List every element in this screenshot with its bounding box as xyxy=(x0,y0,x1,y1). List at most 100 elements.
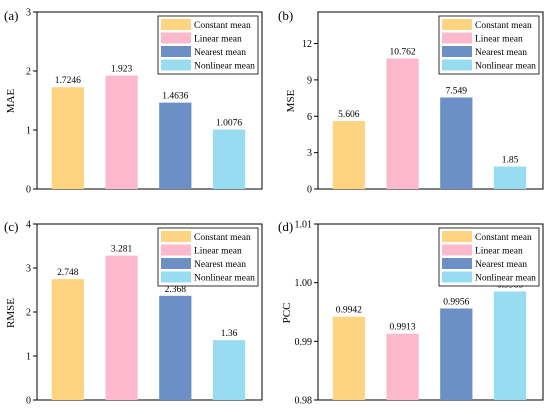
panel-b-legend-label-constant-mean: Constant mean xyxy=(475,21,532,31)
panel-b-ylabel: MSE xyxy=(285,89,297,112)
panel-b-legend-label-nonlinear-mean: Nonlinear mean xyxy=(475,62,536,72)
panel-c-legend-swatch-nonlinear-mean xyxy=(161,271,191,283)
panel-d-ytick-label: 0.98 xyxy=(295,396,313,407)
panel-a-legend-label-constant-mean: Constant mean xyxy=(194,21,251,31)
panel-b-ytick-label: 6 xyxy=(307,112,312,123)
panel-a-data-label-constant-mean: 1.7246 xyxy=(55,76,81,86)
panel-c-data-label-nearest-mean: 2.368 xyxy=(165,285,187,295)
panel-a-ytick-label: 2 xyxy=(26,67,31,78)
panel-d-legend-label-linear-mean: Linear mean xyxy=(475,247,523,257)
panel-c-data-label-constant-mean: 2.748 xyxy=(57,268,79,278)
panel-a-legend-label-nearest-mean: Nearest mean xyxy=(194,48,246,58)
panel-c-bar-constant-mean xyxy=(51,279,84,400)
panel-d-ytick-label: 0.99 xyxy=(295,337,313,348)
panel-a-legend-label-linear-mean: Linear mean xyxy=(194,35,242,45)
panel-a-ytick-label: 1 xyxy=(26,126,31,137)
panel-a-plot-frame xyxy=(36,11,263,190)
panel-a-ylabel: MAE xyxy=(5,89,17,114)
panel-b-legend-label-linear-mean: Linear mean xyxy=(475,35,523,45)
panel-d-bar-constant-mean xyxy=(332,316,365,400)
panel-b: (b) MSE 0 3 6 9 12 5.606 10.762 7.549 1.85 Consta… xyxy=(278,8,544,196)
panel-d-legend-swatch-constant-mean xyxy=(442,231,472,242)
panel-d-data-label-constant-mean: 0.9942 xyxy=(336,306,362,316)
panel-d-legend-swatch-nonlinear-mean xyxy=(442,271,472,283)
panel-c-bar-nearest-mean xyxy=(159,295,192,400)
panel-b-letter: (b) xyxy=(278,8,293,23)
panel-c-legend-label-nonlinear-mean: Nonlinear mean xyxy=(194,274,255,284)
panel-a-legend-swatch-constant-mean xyxy=(161,19,191,30)
panel-d-plot-frame xyxy=(317,223,544,401)
panel-d-legend-swatch-linear-mean xyxy=(442,244,472,256)
panel-d-legend-label-constant-mean: Constant mean xyxy=(475,233,532,243)
panel-a-bar-nearest-mean xyxy=(159,102,192,189)
panel-b-ytick-label: 0 xyxy=(307,185,312,196)
panel-a-data-label-nearest-mean: 1.4636 xyxy=(162,92,188,102)
panel-c-letter: (c) xyxy=(4,219,18,234)
panel-a-legend-label-nonlinear-mean: Nonlinear mean xyxy=(194,62,255,72)
panel-b-legend-swatch-linear-mean xyxy=(442,32,472,44)
panel-a-bar-linear-mean xyxy=(105,75,138,189)
panel-b-data-label-nonlinear-mean: 1.85 xyxy=(502,156,519,166)
panel-c-legend-label-linear-mean: Linear mean xyxy=(194,247,242,257)
panel-a-data-label-linear-mean: 1.923 xyxy=(111,65,133,75)
panel-c-data-label-nonlinear-mean: 1.36 xyxy=(221,329,238,339)
panel-d-legend-swatch-nearest-mean xyxy=(442,258,472,269)
panel-b-ytick-label: 9 xyxy=(307,75,312,86)
panel-c-ytick-label: 2 xyxy=(26,308,31,319)
panel-d-data-label-linear-mean: 0.9913 xyxy=(390,323,416,333)
panel-b-legend-swatch-nearest-mean xyxy=(442,46,472,57)
panel-a-ytick-label: 0 xyxy=(26,185,31,196)
panel-c-ytick-label: 1 xyxy=(26,352,31,363)
panel-b-bar-linear-mean xyxy=(386,58,419,190)
panel-d-ylabel: PCC xyxy=(281,303,293,324)
panel-d-bar-nearest-mean xyxy=(440,308,473,400)
panel-a-data-label-nonlinear-mean: 1.0076 xyxy=(216,119,242,129)
panel-d-legend-label-nonlinear-mean: Nonlinear mean xyxy=(475,274,536,284)
panel-a-axes: 0 1 2 3 1.7246 1.923 1.4636 1.0076 Constant mean… xyxy=(26,8,263,196)
panel-b-legend-swatch-constant-mean xyxy=(442,19,472,30)
panel-c-ytick-label: 4 xyxy=(26,220,31,231)
panel-c-bar-linear-mean xyxy=(105,255,138,400)
panel-b-data-label-constant-mean: 5.606 xyxy=(338,110,360,120)
panel-b-bar-constant-mean xyxy=(332,121,365,189)
panel-b-data-label-nearest-mean: 7.549 xyxy=(446,86,468,96)
panel-b-legend-swatch-nonlinear-mean xyxy=(442,59,472,71)
panel-d-data-label-nearest-mean: 0.9956 xyxy=(443,297,469,307)
panel-b-ytick-label: 3 xyxy=(307,148,312,159)
panel-c-legend-swatch-linear-mean xyxy=(161,244,191,256)
panel-b-legend-label-nearest-mean: Nearest mean xyxy=(475,48,527,58)
panel-a-bar-constant-mean xyxy=(51,87,84,189)
panel-a-letter: (a) xyxy=(4,8,18,23)
panel-a-legend-swatch-linear-mean xyxy=(161,32,191,44)
panel-b-axes: 0 3 6 9 12 5.606 10.762 7.549 1.85 Constant mean L… xyxy=(302,11,544,196)
panel-d-axes: 0.980.991.001.010.99420.99130.99560.9985… xyxy=(295,220,544,407)
panel-d-letter: (d) xyxy=(278,219,293,234)
panel-d: (d) PCC 0.98 0.99 1.00 1.01 0.9942 0.9913 0.99… xyxy=(278,219,544,407)
panel-a-legend-swatch-nonlinear-mean xyxy=(161,59,191,71)
panel-c-legend-swatch-constant-mean xyxy=(161,231,191,242)
panel-c-bar-nonlinear-mean xyxy=(212,340,246,400)
panel-c-ylabel: RMSE xyxy=(5,298,17,328)
panel-c-axes: 0 1 2 3 4 2.748 3.281 2.368 1.36 Constant mean Lin… xyxy=(26,220,263,407)
panel-c: (c) RMSE 0 1 2 3 4 2.748 3.281 2.368 1.36 Constan… xyxy=(4,219,263,407)
panel-b-ytick-label: 12 xyxy=(302,39,312,50)
panel-b-plot-frame xyxy=(317,11,544,190)
panel-d-bar-linear-mean xyxy=(386,333,419,400)
panel-a-legend-swatch-nearest-mean xyxy=(161,46,191,57)
panel-c-ytick-label: 3 xyxy=(26,264,31,275)
panel-b-data-label-linear-mean: 10.762 xyxy=(390,48,416,58)
panel-d-ytick-label: 1.00 xyxy=(295,278,313,289)
panel-c-data-label-linear-mean: 3.281 xyxy=(111,245,133,255)
panel-d-bar-nonlinear-mean xyxy=(493,291,527,400)
panel-c-legend-swatch-nearest-mean xyxy=(161,258,191,269)
panel-c-ytick-label: 0 xyxy=(26,396,31,407)
panel-a-bar-nonlinear-mean xyxy=(212,129,246,189)
panel-d-ytick-label: 1.01 xyxy=(295,220,313,231)
panel-c-legend-label-constant-mean: Constant mean xyxy=(194,233,251,243)
panel-a: (a) MAE 0 1 2 3 1.7246 1.923 1.4636 1.0076 Const… xyxy=(4,8,263,196)
panel-b-bar-nonlinear-mean xyxy=(493,166,527,189)
panel-a-ytick-label: 3 xyxy=(26,8,31,19)
panel-d-legend-label-nearest-mean: Nearest mean xyxy=(475,260,527,270)
panel-c-legend-label-nearest-mean: Nearest mean xyxy=(194,260,246,270)
